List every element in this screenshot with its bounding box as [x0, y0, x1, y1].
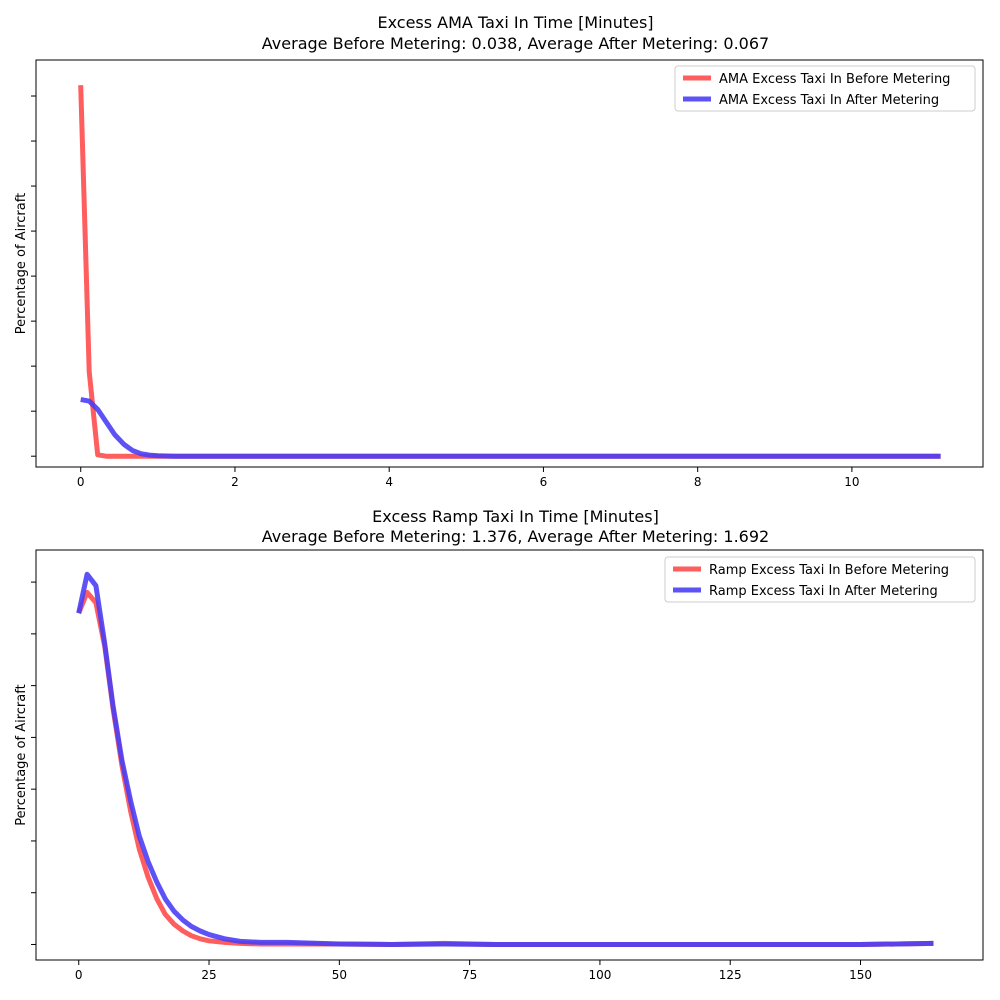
legend: Ramp Excess Taxi In Before Metering Ramp … — [664, 556, 976, 603]
x-tick-label: 125 — [719, 968, 742, 982]
x-tick-label: 75 — [462, 968, 477, 982]
y-axis-label: Percentage of Aircraft — [14, 684, 29, 825]
series-line-before — [76, 589, 934, 947]
chart-title: Excess AMA Taxi In Time [Minutes] — [377, 13, 653, 32]
series-line-after — [76, 571, 934, 947]
plot-frame — [35, 59, 984, 468]
legend-box — [664, 556, 976, 603]
chart-2: Excess Ramp Taxi In Time [Minutes]Averag… — [14, 507, 984, 982]
series-line-before — [78, 85, 941, 459]
x-tick-label: 4 — [385, 475, 393, 489]
chart-title: Excess Ramp Taxi In Time [Minutes] — [372, 507, 659, 526]
x-tick-label: 6 — [540, 475, 548, 489]
chart-subtitle: Average Before Metering: 1.376, Average … — [262, 527, 769, 546]
legend-box — [674, 65, 976, 112]
x-tick-label: 50 — [332, 968, 347, 982]
x-tick-label: 2 — [231, 475, 239, 489]
legend-label: AMA Excess Taxi In Before Metering — [719, 72, 950, 87]
chart-1: Excess AMA Taxi In Time [Minutes] Average… — [14, 13, 984, 489]
legend: AMA Excess Taxi In Before Metering AMA Ex… — [674, 65, 976, 112]
x-tick-label: 8 — [694, 475, 702, 489]
legend-label: Ramp Excess Taxi In Before Metering — [709, 563, 949, 578]
x-tick-label: 0 — [77, 475, 85, 489]
x-tick-label: 100 — [588, 968, 611, 982]
x-tick-label: 25 — [201, 968, 216, 982]
x-tick-label: 10 — [844, 475, 859, 489]
y-axis-label: Percentage of Aircraft — [14, 193, 29, 334]
legend-label: Ramp Excess Taxi In After Metering — [709, 584, 938, 599]
x-tick-label: 0 — [75, 968, 83, 982]
legend-label: AMA Excess Taxi In After Metering — [719, 93, 939, 108]
x-tick-label: 150 — [849, 968, 872, 982]
plot-frame — [35, 549, 984, 961]
series-line-after — [80, 397, 941, 459]
chart-subtitle: Average Before Metering: 0.038, Average … — [262, 34, 769, 53]
